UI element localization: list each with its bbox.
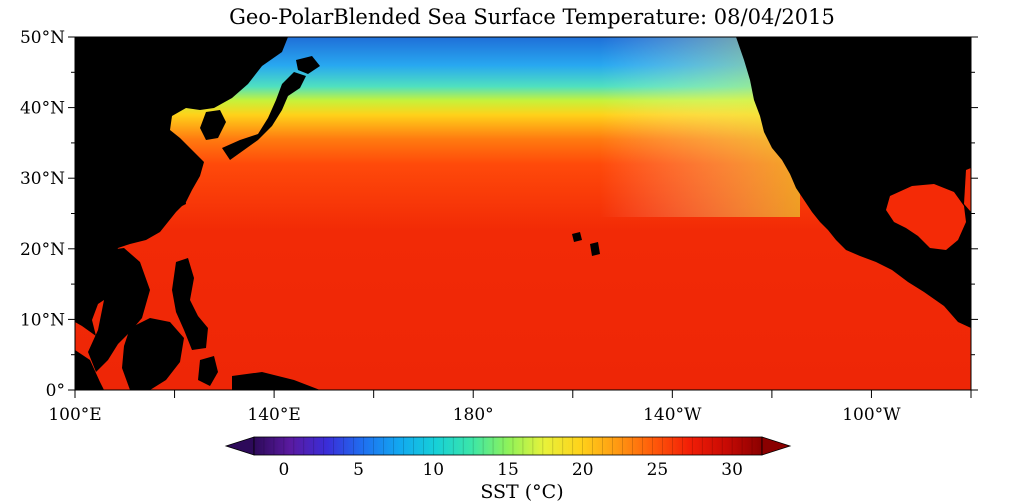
hawaii-islands [572,232,600,256]
colorbar-tick-label: 25 [647,460,669,480]
indochina-land [88,248,150,372]
asia-land [75,37,288,336]
borneo-land [122,318,184,390]
sulawesi-land [198,356,218,386]
colorbar-segments [263,437,753,455]
colorbar-right-arrow [761,436,792,456]
colorbar-tick-label: 5 [353,460,364,480]
colorbar-ticks: 0 5 10 15 20 25 30 [278,460,742,480]
hokkaido-land [296,56,320,74]
lat-label: 30°N [20,169,65,189]
lat-label: 0° [46,381,65,401]
caribbean-water [964,168,971,212]
philippines-land [172,258,208,350]
sumatra-land [75,350,104,390]
lon-label: 180° [453,405,494,425]
colorbar-tick-label: 30 [721,460,743,480]
new-guinea-land [232,372,320,390]
map-area [75,37,971,390]
gulf-of-mexico-water [886,184,966,250]
taiwan-land [176,188,186,208]
lat-label: 20°N [20,240,65,260]
map-title: Geo-PolarBlended Sea Surface Temperature… [229,5,835,29]
colorbar: 0 5 10 15 20 25 30 SST (°C) [224,436,792,503]
land-masses [75,37,971,390]
lat-label: 50°N [20,28,65,48]
colorbar-left-arrow [224,436,255,456]
latitude-axis: 0° 10°N 20°N 30°N 40°N 50°N [20,28,978,401]
colorbar-tick-label: 0 [278,460,289,480]
lon-label: 140°E [247,405,300,425]
colorbar-tick-label: 10 [422,460,444,480]
longitude-axis: 100°E 140°E 180° 140°W 100°W [48,390,972,425]
lon-label: 100°W [842,405,901,425]
lat-label: 40°N [20,99,65,119]
colorbar-bar [253,436,763,456]
korea-land [200,110,226,140]
japan-land [222,72,306,160]
lat-label: 10°N [20,310,65,330]
north-america-land [736,37,971,328]
colorbar-label: SST (°C) [480,481,563,503]
lon-label: 140°W [643,405,702,425]
colorbar-tick-label: 15 [497,460,519,480]
lon-label: 100°E [48,405,101,425]
colorbar-tick-label: 20 [572,460,594,480]
